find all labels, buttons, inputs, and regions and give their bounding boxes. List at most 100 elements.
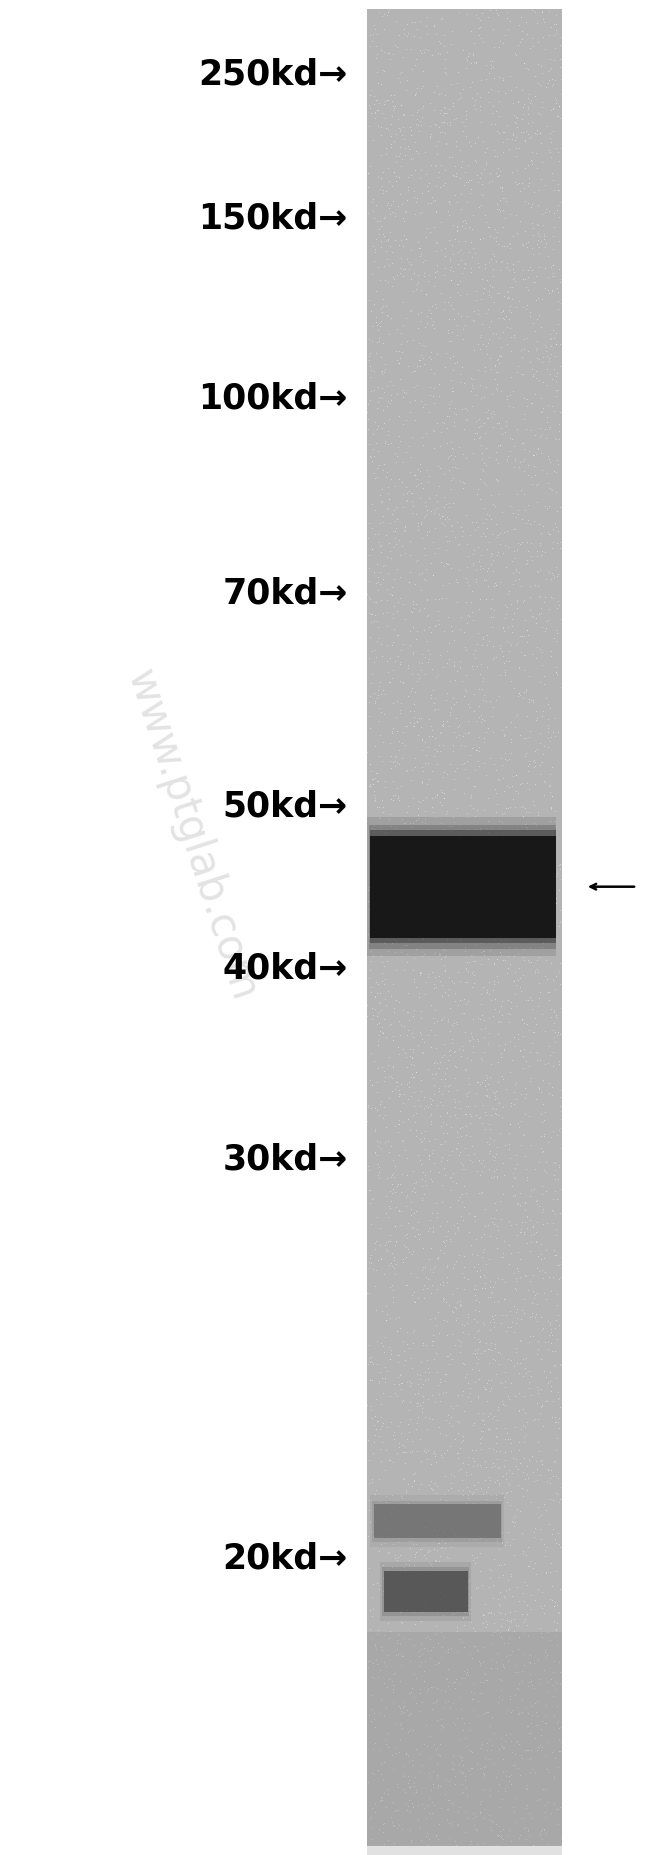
Point bbox=[431, 226, 441, 256]
Point bbox=[469, 1271, 480, 1300]
Point bbox=[497, 1529, 508, 1558]
Point bbox=[378, 1378, 388, 1408]
Point bbox=[414, 1124, 424, 1154]
Point bbox=[506, 1436, 516, 1465]
Point bbox=[411, 918, 421, 948]
Point bbox=[469, 918, 480, 948]
Point bbox=[448, 1668, 458, 1697]
Point bbox=[456, 1148, 466, 1178]
Point bbox=[382, 597, 392, 627]
Point bbox=[450, 1673, 461, 1703]
Point bbox=[469, 425, 479, 454]
Point bbox=[447, 966, 457, 996]
Point bbox=[517, 959, 528, 989]
Point bbox=[482, 1610, 493, 1640]
Point bbox=[475, 163, 486, 193]
Point bbox=[427, 310, 437, 339]
Point bbox=[456, 193, 467, 223]
Point bbox=[554, 397, 565, 427]
Point bbox=[504, 577, 514, 607]
Point bbox=[471, 735, 482, 764]
Point bbox=[417, 1024, 428, 1054]
Point bbox=[536, 1345, 547, 1375]
Point bbox=[490, 1154, 501, 1183]
Point bbox=[510, 1274, 521, 1304]
Point bbox=[445, 252, 456, 282]
Point bbox=[437, 1712, 448, 1742]
Point bbox=[503, 1645, 514, 1675]
Point bbox=[517, 866, 528, 896]
Point bbox=[479, 1371, 489, 1401]
Point bbox=[508, 1182, 519, 1211]
Point bbox=[535, 759, 545, 788]
Point bbox=[463, 542, 473, 571]
Point bbox=[422, 896, 433, 926]
Point bbox=[372, 58, 383, 87]
Point bbox=[432, 1529, 443, 1558]
Point bbox=[503, 1345, 514, 1375]
Point bbox=[498, 295, 508, 325]
Point bbox=[519, 89, 530, 119]
Point bbox=[530, 460, 541, 490]
Point bbox=[441, 98, 452, 128]
Point bbox=[434, 111, 444, 141]
Point bbox=[557, 1145, 567, 1174]
Point bbox=[371, 966, 382, 996]
Point bbox=[505, 1684, 515, 1714]
Point bbox=[484, 1723, 494, 1753]
Point bbox=[551, 367, 561, 397]
Point bbox=[438, 1226, 448, 1256]
Point bbox=[499, 1482, 510, 1512]
Point bbox=[501, 1760, 512, 1790]
Point bbox=[473, 532, 483, 562]
Point bbox=[390, 1378, 400, 1408]
Point bbox=[508, 377, 519, 406]
Point bbox=[418, 1382, 428, 1412]
Point bbox=[527, 1276, 538, 1306]
Point bbox=[487, 584, 497, 614]
Point bbox=[507, 1506, 517, 1536]
Point bbox=[464, 1755, 474, 1785]
Point bbox=[370, 783, 380, 812]
Point bbox=[389, 532, 399, 562]
Point bbox=[556, 996, 567, 1026]
Point bbox=[454, 1749, 464, 1779]
Point bbox=[549, 1592, 560, 1621]
Point bbox=[492, 540, 502, 569]
Point bbox=[550, 812, 560, 842]
Point bbox=[510, 1337, 521, 1367]
Point bbox=[440, 119, 450, 148]
Point bbox=[544, 853, 554, 883]
Point bbox=[514, 1823, 524, 1853]
Point bbox=[534, 1670, 545, 1699]
Point bbox=[452, 1809, 463, 1838]
Point bbox=[554, 1573, 565, 1603]
Point bbox=[444, 492, 454, 521]
Point bbox=[476, 1786, 486, 1816]
Point bbox=[443, 1671, 453, 1701]
Point bbox=[430, 1547, 441, 1577]
Point bbox=[371, 224, 382, 254]
Point bbox=[415, 1651, 425, 1681]
Point bbox=[534, 232, 544, 262]
Point bbox=[460, 966, 471, 996]
Point bbox=[474, 1556, 485, 1586]
Point bbox=[460, 1363, 470, 1393]
Point bbox=[515, 1803, 526, 1833]
Point bbox=[388, 688, 398, 718]
Point bbox=[504, 1133, 514, 1163]
Point bbox=[430, 1310, 441, 1339]
Point bbox=[459, 1274, 469, 1304]
Point bbox=[393, 432, 403, 462]
Point bbox=[549, 65, 560, 95]
Point bbox=[439, 1154, 450, 1183]
Point bbox=[382, 419, 393, 449]
Point bbox=[429, 974, 439, 1004]
Point bbox=[554, 410, 564, 440]
Point bbox=[406, 145, 416, 174]
Point bbox=[473, 122, 483, 152]
Point bbox=[373, 1030, 384, 1059]
Bar bbox=[384, 1571, 468, 1612]
Point bbox=[383, 1538, 393, 1567]
Point bbox=[448, 1462, 459, 1491]
